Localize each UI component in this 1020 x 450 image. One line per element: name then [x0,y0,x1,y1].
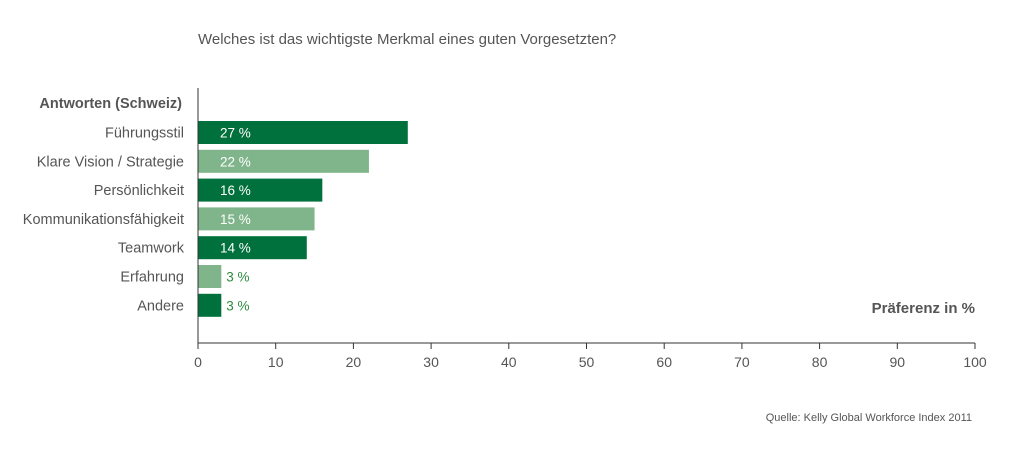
category-label: Erfahrung [120,270,184,286]
bar [198,236,307,260]
x-tick-label: 60 [656,354,672,370]
bar [198,293,222,317]
category-label: Andere [137,298,184,314]
source-note: Quelle: Kelly Global Workforce Index 201… [765,412,972,424]
x-tick-label: 30 [423,354,439,370]
category-label: Führungsstil [105,126,184,142]
x-tick-label: 90 [890,354,906,370]
x-tick-label: 0 [194,354,202,370]
chart-title: Welches ist das wichtigste Merkmal eines… [198,31,617,48]
category-label: Kommunikationsfähigkeit [23,212,184,228]
value-label: 3 % [226,298,249,313]
bar [198,265,222,288]
x-tick-label: 10 [268,354,284,370]
value-label: 15 % [220,212,251,227]
x-tick-label: 100 [963,354,987,370]
x-tick-label: 80 [812,354,828,370]
x-tick-label: 50 [579,354,595,370]
value-label: 22 % [220,154,251,169]
value-label: 16 % [220,183,251,198]
bar [198,121,408,144]
value-label: 3 % [226,270,249,285]
value-label: 14 % [220,241,251,256]
x-axis: 0 10 20 30 40 50 60 70 80 90 100 [194,88,987,370]
category-label: Teamwork [118,241,185,257]
x-tick-label: 40 [501,354,517,370]
bars-group: Führungsstil 27 % Klare Vision / Strategie… [23,121,408,317]
bar [198,149,369,173]
bar [198,178,323,202]
x-tick-label: 20 [346,354,362,370]
x-axis-label: Präferenz in % [872,300,975,317]
value-label: 27 % [220,126,251,141]
bar [198,207,315,231]
category-label: Klare Vision / Strategie [37,154,184,170]
x-tick-label: 70 [734,354,750,370]
category-header: Antworten (Schweiz) [39,96,182,112]
category-label: Persönlichkeit [94,183,184,199]
